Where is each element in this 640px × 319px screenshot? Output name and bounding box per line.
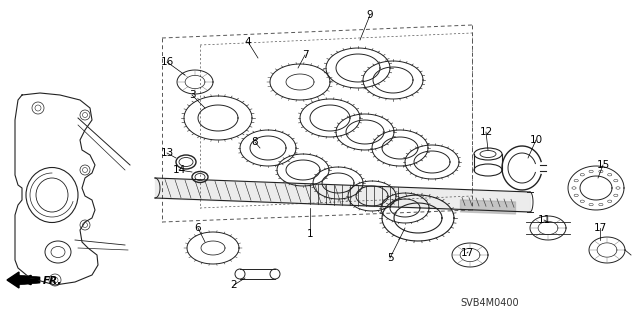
Text: 17: 17 xyxy=(460,248,474,258)
Text: 12: 12 xyxy=(479,127,493,137)
Text: SVB4M0400: SVB4M0400 xyxy=(461,298,519,308)
Text: 16: 16 xyxy=(161,57,173,67)
Text: 1: 1 xyxy=(307,229,314,239)
Text: 5: 5 xyxy=(387,253,394,263)
Text: 13: 13 xyxy=(161,148,173,158)
Text: 14: 14 xyxy=(172,165,186,175)
Text: 17: 17 xyxy=(593,223,607,233)
Polygon shape xyxy=(7,272,19,288)
Text: 8: 8 xyxy=(252,137,259,147)
Polygon shape xyxy=(17,275,40,285)
Text: 3: 3 xyxy=(189,90,195,100)
Text: 11: 11 xyxy=(538,215,550,225)
Text: FR.: FR. xyxy=(43,276,62,286)
Text: 9: 9 xyxy=(367,10,373,20)
Text: 7: 7 xyxy=(301,50,308,60)
Text: 15: 15 xyxy=(596,160,610,170)
Text: 6: 6 xyxy=(195,223,202,233)
Text: 2: 2 xyxy=(230,280,237,290)
Text: 4: 4 xyxy=(244,37,252,47)
Text: 10: 10 xyxy=(529,135,543,145)
